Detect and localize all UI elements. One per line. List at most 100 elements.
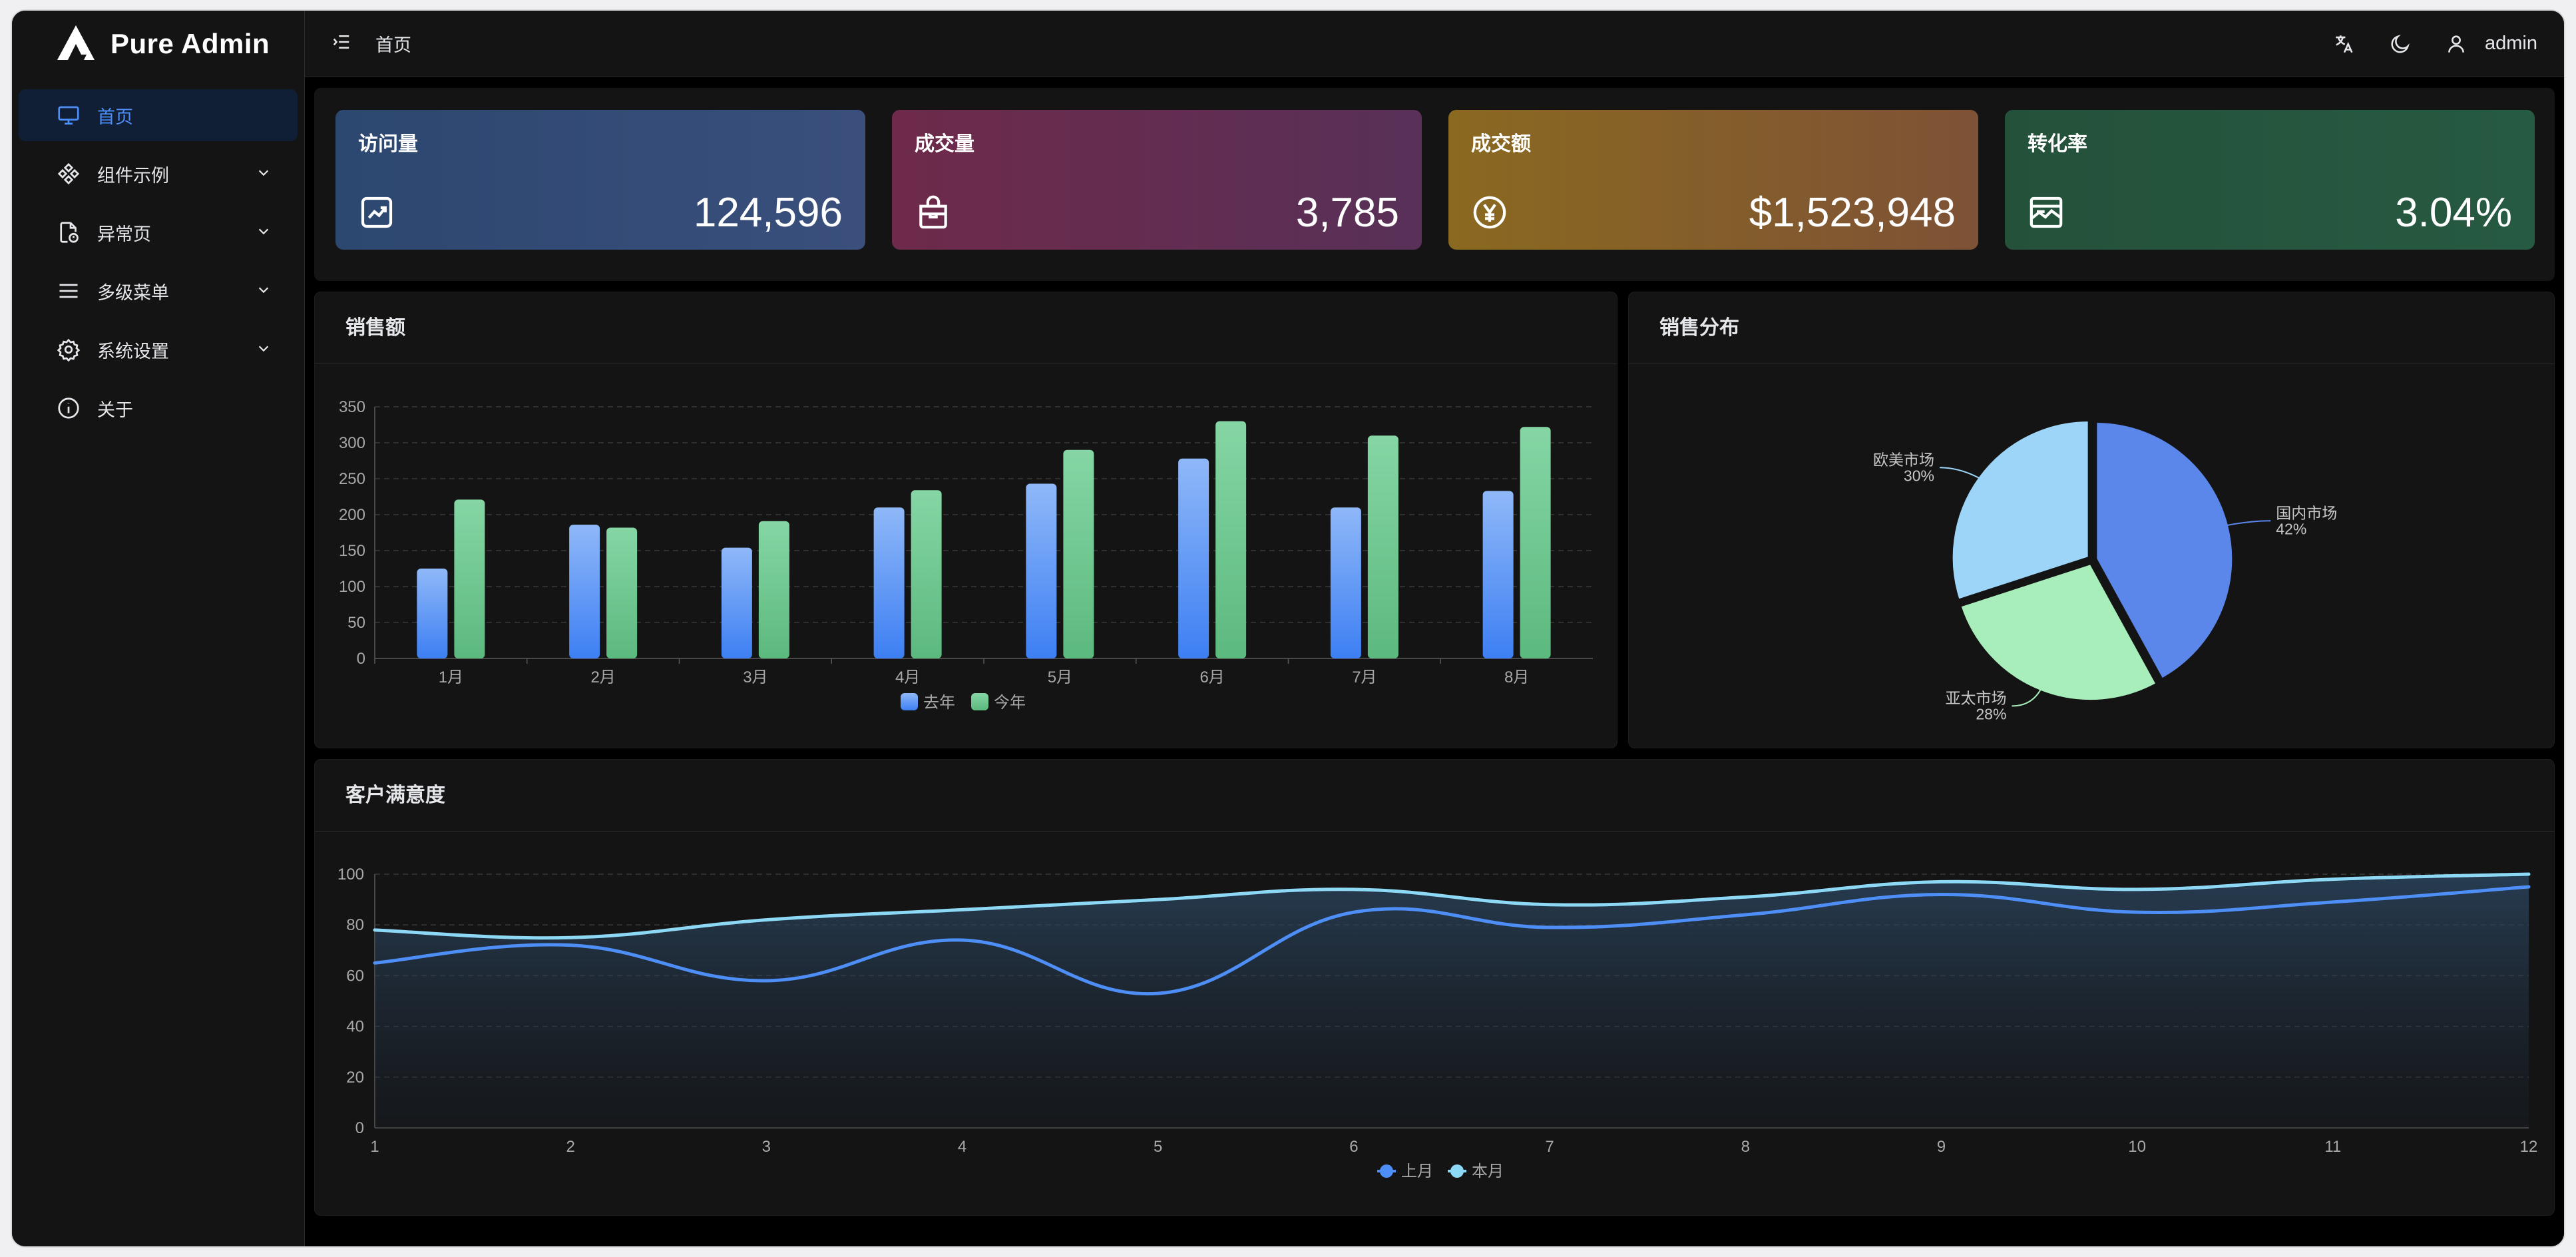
bar-去年: [569, 525, 600, 658]
chevron-down-icon: [256, 281, 271, 302]
user-menu[interactable]: admin: [2445, 33, 2537, 55]
chevron-down-icon: [256, 340, 271, 360]
legend-label: 本月: [1472, 1162, 1504, 1180]
sales-chart-card: 销售额 0 50 100 150 200 250 300 350 1月 2月 3月 4月 5月 6月 7月 8…: [314, 292, 1617, 748]
bar-今年: [1215, 421, 1247, 658]
x-tick-label: 12: [2520, 1138, 2538, 1156]
sidebar-item-label: 首页: [97, 107, 133, 127]
x-tick-label: 4: [958, 1138, 966, 1156]
sidebar-item-about[interactable]: 关于: [19, 382, 298, 434]
y-tick-label: 0: [355, 1119, 364, 1137]
stat-value: 3,785: [1295, 190, 1399, 236]
trend-chart-icon: [358, 194, 395, 231]
x-tick-label: 2月: [590, 668, 615, 686]
username: admin: [2485, 33, 2537, 54]
stat-value: 124,596: [693, 190, 843, 236]
x-tick-label: 1月: [439, 668, 463, 686]
y-tick-label: 100: [337, 866, 364, 883]
pie-label-name: 亚太市场: [1945, 689, 2006, 706]
legend-label: 今年: [994, 694, 1026, 712]
bar-去年: [417, 569, 448, 658]
legend-swatch: [1450, 1164, 1464, 1178]
y-tick-label: 50: [347, 614, 365, 632]
shopping-bag-icon: [915, 194, 952, 231]
pie-leader-line: [2226, 520, 2271, 527]
bar-去年: [1482, 491, 1514, 658]
app-name: Pure Admin: [110, 28, 270, 59]
pie-label-value: 30%: [1904, 467, 1934, 484]
stat-title: 成交额: [1471, 133, 1531, 155]
pie-label-name: 欧美市场: [1873, 451, 1934, 468]
sidebar-item-settings[interactable]: 系统设置: [19, 324, 298, 376]
line-series-上月: [373, 885, 2531, 996]
y-tick-label: 0: [357, 650, 365, 668]
x-tick-label: 11: [2324, 1138, 2341, 1156]
y-tick-label: 60: [346, 967, 364, 985]
card-title: 客户满意度: [315, 760, 2554, 832]
x-tick-label: 7: [1545, 1138, 1554, 1156]
pie-label-value: 42%: [2276, 520, 2306, 537]
pure-admin-logo-icon: [56, 24, 96, 65]
bar-去年: [1330, 507, 1361, 658]
sidebar-item-label: 多级菜单: [97, 282, 169, 303]
bar-去年: [1026, 483, 1057, 658]
y-tick-label: 100: [339, 578, 365, 596]
components-icon: [56, 161, 81, 186]
monitor-icon: [56, 103, 81, 128]
x-tick-label: 3: [762, 1138, 771, 1156]
sidebar-nav: 首页 组件示例 异常页: [12, 77, 304, 453]
sidebar-item-exception[interactable]: 异常页: [19, 206, 298, 258]
chevron-down-icon: [256, 164, 271, 184]
x-tick-label: 9: [1937, 1138, 1946, 1156]
y-tick-label: 200: [339, 506, 365, 524]
stat-card-conversion: 转化率 3.04%: [2005, 110, 2535, 250]
sidebar: Pure Admin 首页 组件示例: [12, 11, 305, 1246]
sidebar-item-multilevel-menu[interactable]: 多级菜单: [19, 265, 298, 317]
collapse-menu-icon[interactable]: [331, 32, 351, 55]
x-tick-label: 3月: [743, 668, 767, 686]
dark-mode-moon-icon[interactable]: [2389, 33, 2412, 55]
distribution-chart-card: 销售分布 国内市场 42% 亚太市场 28% 欧美市场 30%: [1628, 292, 2555, 748]
x-tick-label: 1: [370, 1138, 379, 1156]
pie-label-value: 28%: [1976, 705, 2006, 722]
stats-panel: 访问量 124,596 成交量 3,785 成交额 $1,523,948: [314, 88, 2555, 281]
x-tick-label: 8月: [1504, 668, 1529, 686]
sidebar-item-label: 系统设置: [97, 341, 169, 362]
x-tick-label: 10: [2128, 1138, 2146, 1156]
yen-coin-icon: [1471, 194, 1508, 231]
x-tick-label: 6月: [1199, 668, 1224, 686]
main-content: 访问量 124,596 成交量 3,785 成交额 $1,523,948: [305, 77, 2564, 1246]
sidebar-item-label: 异常页: [97, 224, 151, 244]
x-tick-label: 5: [1154, 1138, 1162, 1156]
pie-label-name: 国内市场: [2276, 504, 2337, 521]
x-tick-label: 5月: [1048, 668, 1072, 686]
x-tick-label: 8: [1741, 1138, 1750, 1156]
y-tick-label: 20: [346, 1069, 364, 1087]
sidebar-item-components[interactable]: 组件示例: [19, 148, 298, 200]
area-fill: [375, 874, 2529, 1128]
brand[interactable]: Pure Admin: [12, 11, 304, 77]
breadcrumb[interactable]: 首页: [375, 35, 411, 55]
stat-value: 3.04%: [2395, 190, 2512, 236]
y-tick-label: 40: [346, 1018, 364, 1036]
bar-去年: [873, 507, 905, 658]
y-tick-label: 80: [346, 916, 364, 934]
stat-title: 转化率: [2028, 133, 2087, 155]
y-tick-label: 300: [339, 434, 365, 452]
stat-title: 成交量: [915, 133, 974, 155]
app-window: Pure Admin 首页 组件示例: [11, 9, 2565, 1248]
legend-swatch: [901, 693, 918, 710]
gear-icon: [56, 337, 81, 362]
user-icon: [2445, 33, 2468, 55]
x-tick-label: 7月: [1352, 668, 1377, 686]
picture-chart-icon: [2028, 194, 2065, 231]
translate-icon[interactable]: [2333, 33, 2356, 55]
bar-今年: [758, 521, 789, 658]
sidebar-item-home[interactable]: 首页: [19, 89, 298, 141]
bar-今年: [606, 527, 638, 658]
stat-card-orders: 成交量 3,785: [892, 110, 1422, 250]
legend-swatch: [971, 693, 988, 710]
